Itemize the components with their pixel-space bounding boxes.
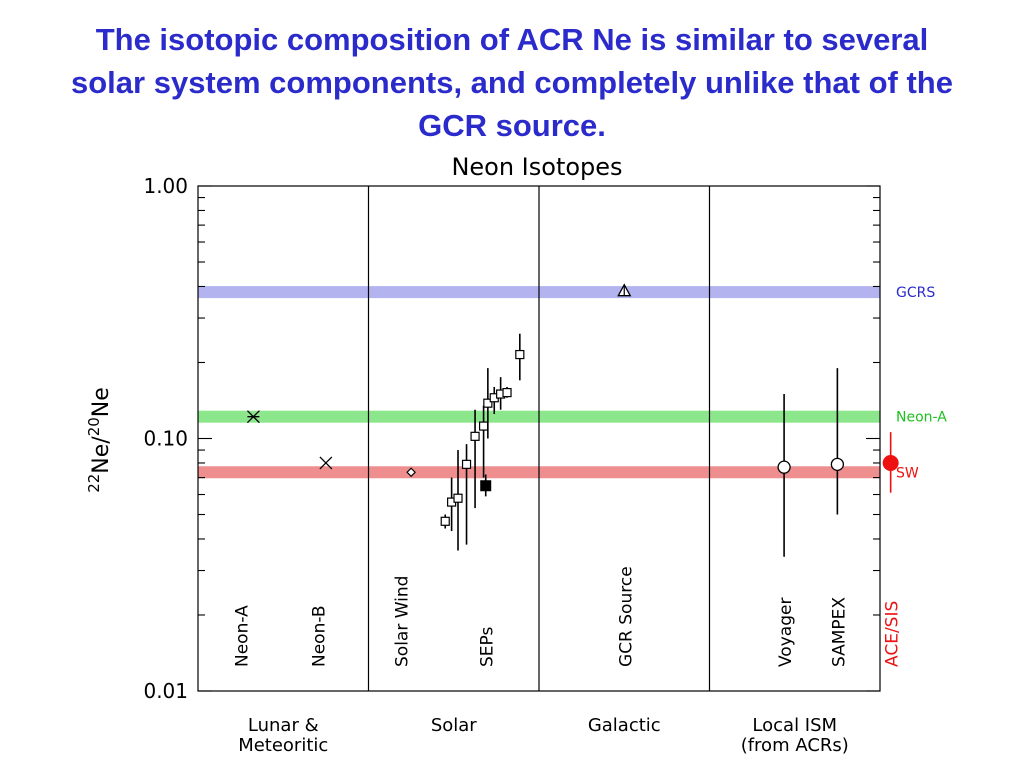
band-label: GCRS bbox=[896, 285, 935, 301]
slide-title-line: GCR source. bbox=[418, 108, 606, 143]
data-point-square-filled bbox=[480, 480, 492, 492]
y-tick-label: 0.10 bbox=[143, 427, 188, 451]
category-label: Solar Wind bbox=[392, 576, 412, 667]
band-labels: GCRS Neon-A SW bbox=[896, 285, 947, 481]
group-label: Lunar & bbox=[248, 715, 319, 736]
data-point-square bbox=[478, 421, 489, 431]
group-label: Meteoritic bbox=[238, 735, 328, 756]
y-label-den-mass: 20 bbox=[85, 417, 103, 436]
data-point-square bbox=[461, 459, 472, 469]
group-label: Local ISM bbox=[752, 715, 837, 736]
band-label: SW bbox=[896, 465, 919, 481]
category-label: SAMPEX bbox=[829, 597, 849, 667]
group-label: Galactic bbox=[588, 715, 661, 736]
data-point-diamond bbox=[406, 467, 416, 478]
data-point-circle bbox=[777, 460, 791, 474]
data-point-asterisk bbox=[246, 410, 260, 424]
chart-title: Neon Isotopes bbox=[451, 153, 622, 181]
data-point-square bbox=[453, 493, 463, 503]
data-point-square bbox=[483, 398, 493, 408]
category-label: SEPs bbox=[478, 627, 498, 667]
y-axis-label: 22Ne/20Ne bbox=[85, 387, 114, 493]
error-bars bbox=[444, 333, 892, 557]
group-label: Solar bbox=[431, 715, 477, 736]
slide-title-line: The isotopic composition of ACR Ne is si… bbox=[95, 22, 929, 57]
group-dividers bbox=[367, 186, 711, 691]
data-point-square bbox=[440, 516, 450, 526]
data-point-square bbox=[470, 431, 480, 441]
data-point-square bbox=[502, 387, 512, 398]
y-label-num-mass: 22 bbox=[85, 474, 103, 493]
y-axis-ticks: 1.00 0.10 0.01 bbox=[143, 174, 880, 703]
category-label: GCR Source bbox=[616, 566, 636, 667]
category-label: Neon-B bbox=[309, 605, 329, 667]
category-labels: Neon-A Neon-B Solar Wind SEPs GCR Source Voya… bbox=[233, 566, 903, 667]
y-tick-label: 1.00 bbox=[143, 174, 188, 198]
category-label: ACE/SIS bbox=[883, 601, 903, 667]
data-point-x bbox=[319, 456, 333, 470]
data-point-circle-filled bbox=[882, 454, 899, 471]
data-point-circle bbox=[830, 457, 845, 471]
slide-title: The isotopic composition of ACR Ne is si… bbox=[0, 18, 1024, 147]
data-points bbox=[246, 283, 899, 526]
band-label: Neon-A bbox=[896, 410, 947, 426]
slide-title-line: solar system components, and completely … bbox=[71, 65, 953, 100]
y-tick-label: 0.01 bbox=[143, 679, 188, 703]
category-label: Neon-A bbox=[233, 605, 253, 667]
y-label-slash: / bbox=[89, 436, 114, 444]
category-label: Voyager bbox=[776, 598, 796, 667]
group-label: (from ACRs) bbox=[741, 735, 849, 756]
data-point-square bbox=[515, 349, 525, 360]
group-labels: Lunar &Meteoritic Solar Galactic Local ISM(… bbox=[238, 715, 849, 756]
y-label-num-symbol: Ne bbox=[89, 444, 114, 474]
y-label-den-symbol: Ne bbox=[89, 387, 114, 417]
